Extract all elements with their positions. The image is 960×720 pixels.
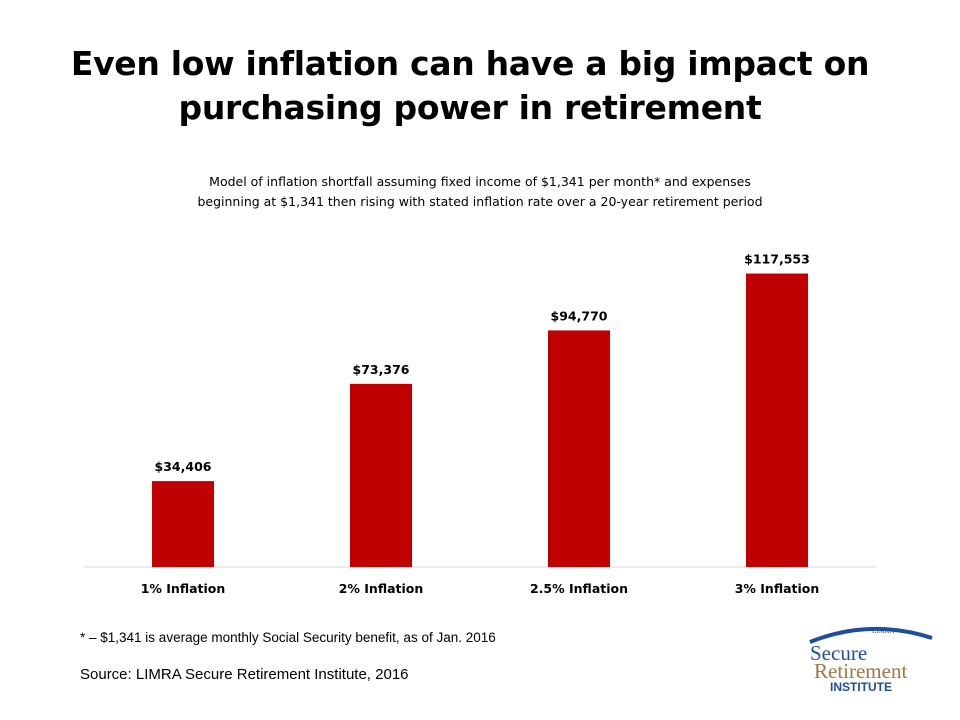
subtitle-line-1: Model of inflation shortfall assuming fi… [209, 174, 751, 189]
bar-4 [746, 273, 808, 567]
logo-secure-text: Secure [810, 641, 867, 665]
logo-arc [809, 626, 933, 644]
title-line-1: Even low inflation can have a big impact… [70, 44, 870, 83]
logo-retirement-text: Retirement [814, 659, 907, 683]
data-label-1: $34,406 [155, 459, 212, 474]
logo-limra-text: LIMRA [872, 627, 895, 635]
limra-logo: LIMRA Secure Retirement INSTITUTE [809, 626, 933, 694]
subtitle-line-2: beginning at $1,341 then rising with sta… [197, 194, 763, 209]
x-tick-label-1: 1% Inflation [141, 581, 226, 596]
bar-3 [548, 330, 610, 567]
bar-1 [152, 481, 214, 567]
page-title: Even low inflation can have a big impact… [40, 42, 900, 130]
title-line-2: purchasing power in retirement [178, 88, 762, 127]
data-label-2: $73,376 [353, 362, 410, 377]
x-tick-label-4: 3% Inflation [735, 581, 820, 596]
data-label-4: $117,553 [744, 252, 810, 267]
logo-institute-text: INSTITUTE [830, 680, 892, 694]
bar-chart: $34,406 1% Inflation $73,376 2% Inflation $9… [84, 252, 876, 596]
bar-2 [350, 383, 412, 567]
data-label-3: $94,770 [551, 308, 608, 323]
chart-subtitle: Model of inflation shortfall assuming fi… [120, 172, 840, 212]
x-tick-label-2: 2% Inflation [339, 581, 424, 596]
footnote: * – $1,341 is average monthly Social Sec… [80, 630, 496, 645]
x-tick-label-3: 2.5% Inflation [530, 581, 628, 596]
source-note: Source: LIMRA Secure Retirement Institut… [80, 666, 409, 683]
